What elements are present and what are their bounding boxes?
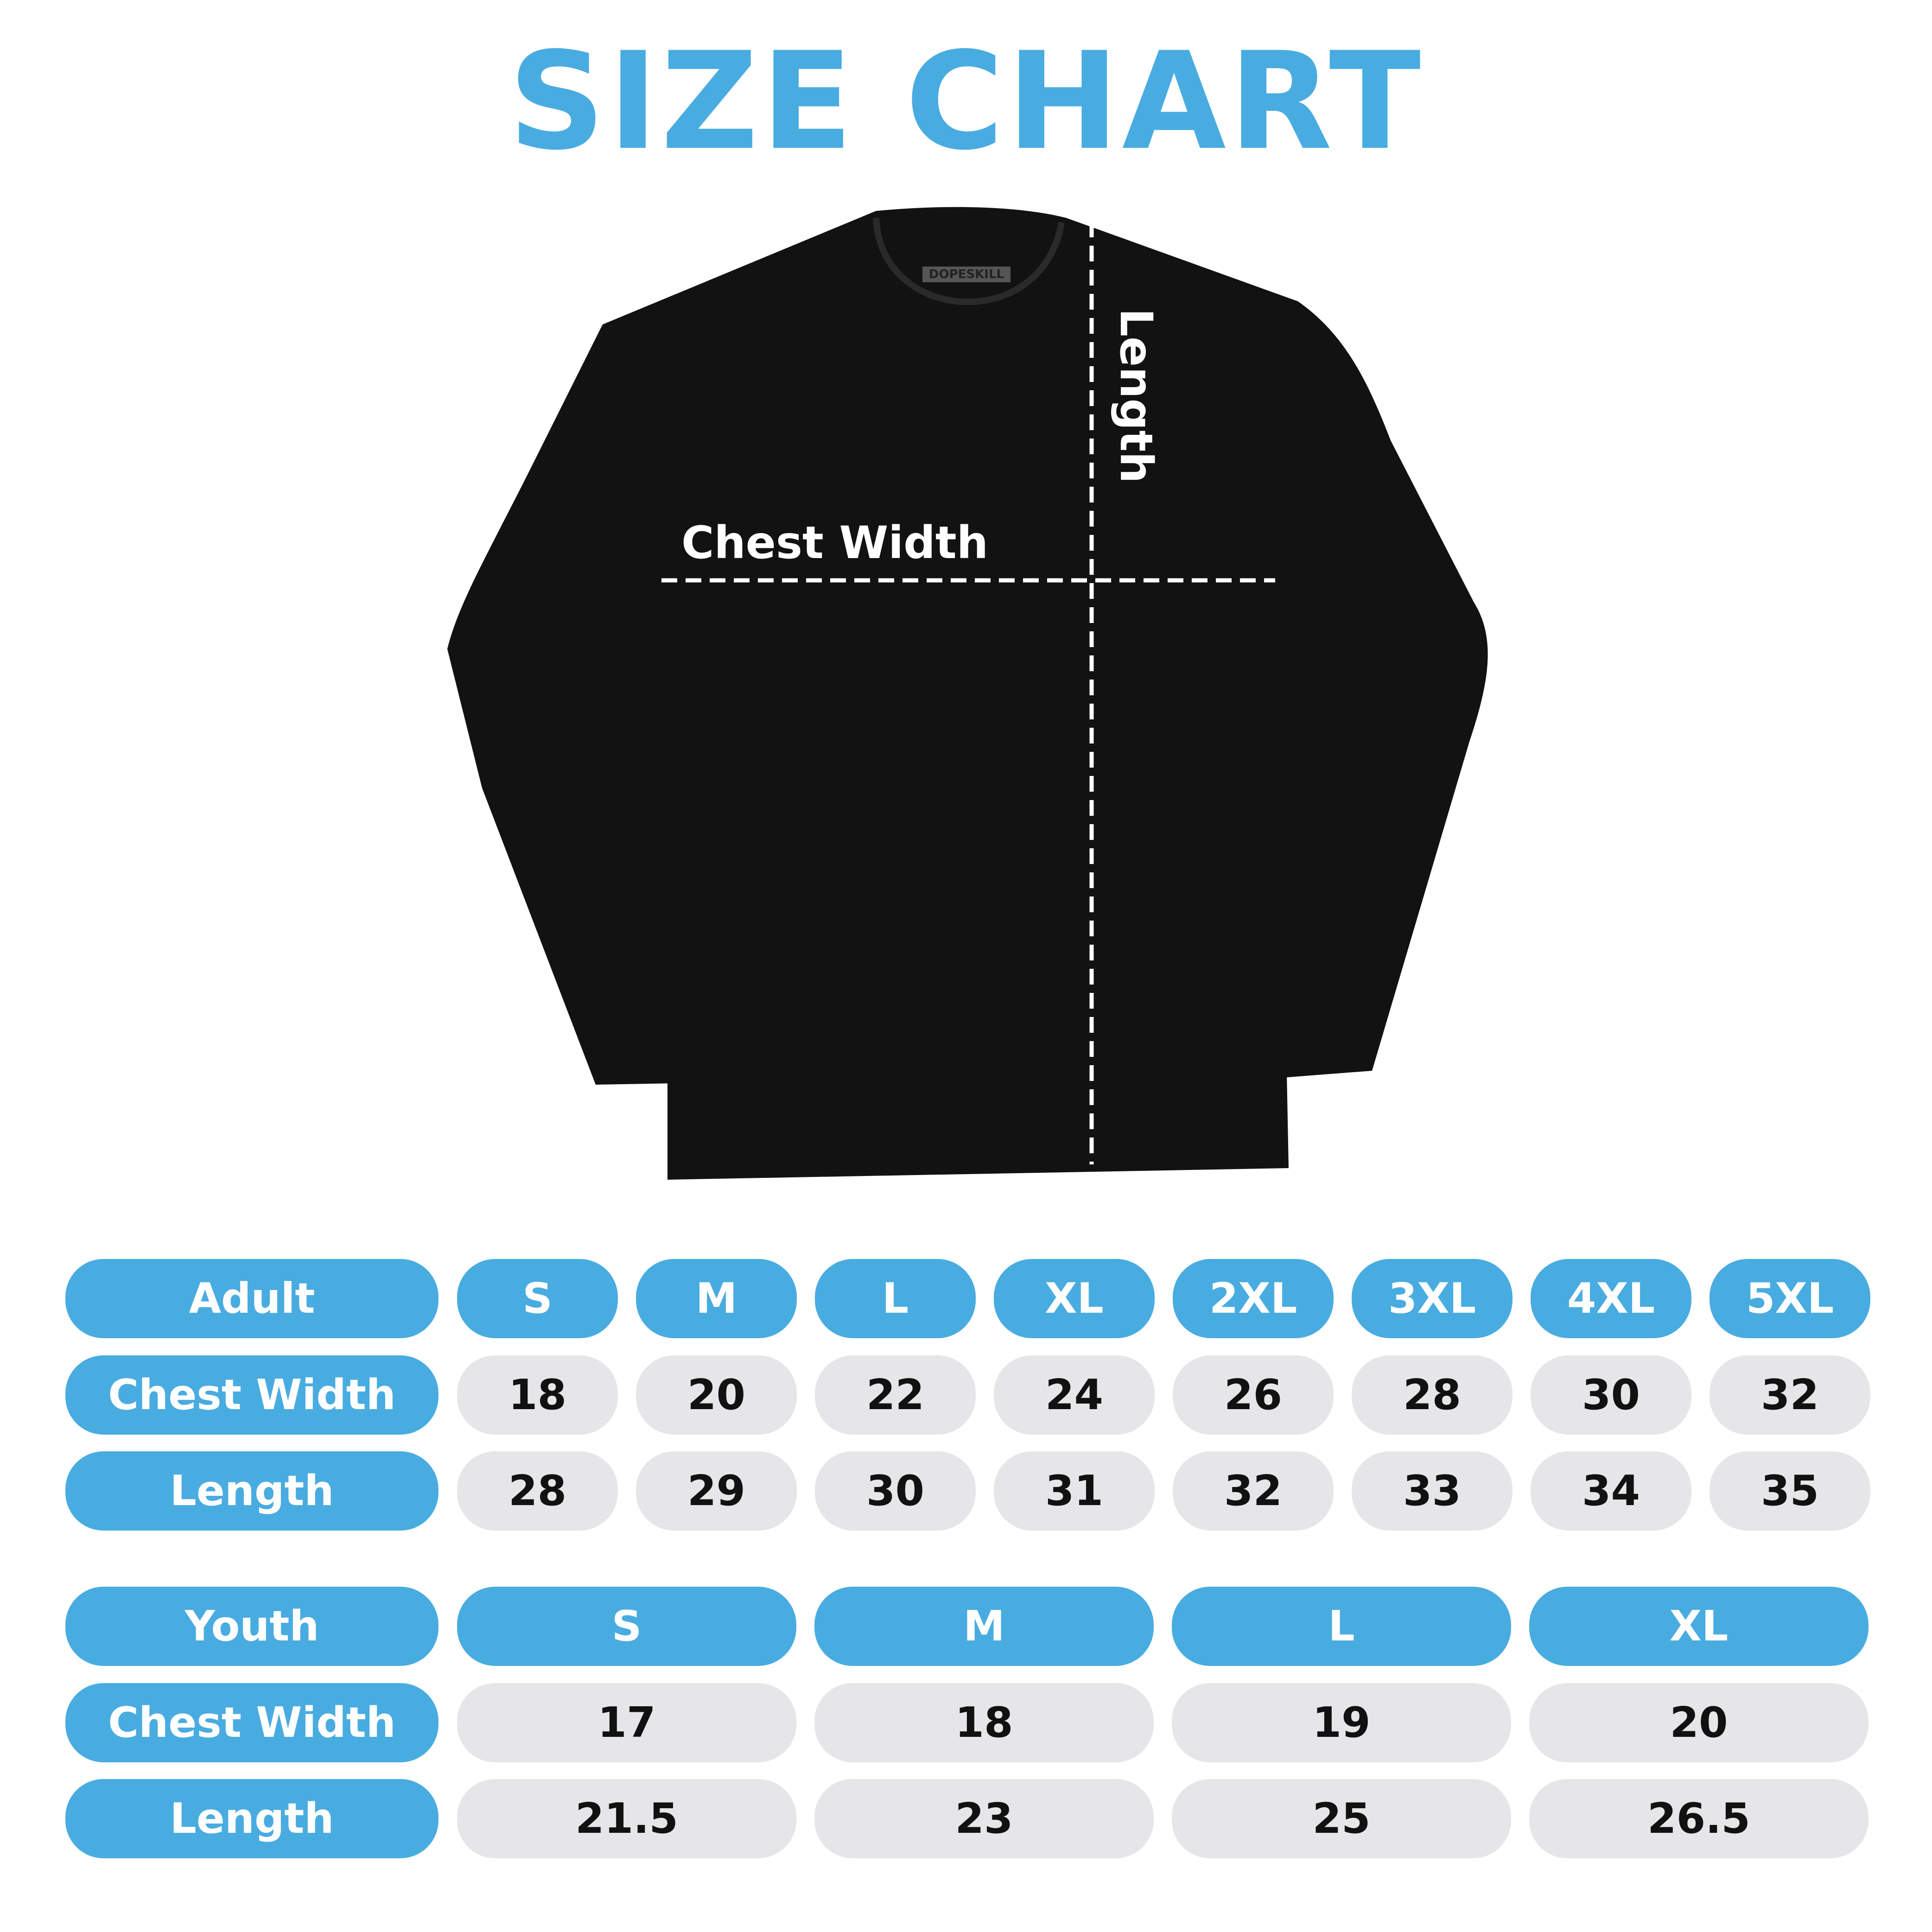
value-cell: 28: [1352, 1355, 1513, 1435]
shirt-shape: [447, 207, 1488, 1180]
size-header: L: [1172, 1587, 1511, 1666]
youth-chest-row: Chest Width 17 18 19 20: [65, 1683, 1887, 1762]
value-cell: 28: [457, 1451, 618, 1531]
chest-width-label: Chest Width: [681, 517, 989, 569]
value-cell: 34: [1531, 1451, 1691, 1531]
row-label: Chest Width: [65, 1355, 439, 1435]
size-header: S: [457, 1587, 796, 1666]
value-cell: 32: [1710, 1355, 1870, 1435]
value-cell: 26.5: [1529, 1779, 1868, 1858]
value-cell: 35: [1710, 1451, 1870, 1531]
size-header: S: [457, 1259, 618, 1338]
value-cell: 32: [1173, 1451, 1334, 1531]
youth-length-row: Length 21.5 23 25 26.5: [65, 1779, 1887, 1858]
long-sleeve-shirt-image: [447, 207, 1488, 1180]
adult-chest-row: Chest Width 18 20 22 24 26 28 30 32: [65, 1355, 1888, 1435]
length-label: Length: [1110, 308, 1162, 483]
value-cell: 22: [815, 1355, 976, 1435]
youth-header-row: Youth S M L XL: [65, 1587, 1887, 1666]
size-header: 4XL: [1531, 1259, 1691, 1338]
value-cell: 31: [994, 1451, 1155, 1531]
adult-header: Adult: [65, 1259, 439, 1338]
size-header: XL: [994, 1259, 1155, 1338]
value-cell: 30: [1531, 1355, 1691, 1435]
value-cell: 17: [457, 1683, 796, 1762]
size-header: XL: [1529, 1587, 1868, 1666]
value-cell: 20: [636, 1355, 797, 1435]
size-header: M: [636, 1259, 797, 1338]
size-header: L: [815, 1259, 976, 1338]
page-title: SIZE CHART: [508, 24, 1424, 180]
row-label: Length: [65, 1451, 439, 1531]
row-label: Chest Width: [65, 1683, 439, 1762]
adult-header-row: Adult S M L XL 2XL 3XL 4XL 5XL: [65, 1259, 1888, 1338]
value-cell: 26: [1173, 1355, 1334, 1435]
size-header: M: [814, 1587, 1154, 1666]
value-cell: 29: [636, 1451, 797, 1531]
value-cell: 18: [457, 1355, 618, 1435]
value-cell: 19: [1172, 1683, 1511, 1762]
adult-length-row: Length 28 29 30 31 32 33 34 35: [65, 1451, 1888, 1531]
youth-header: Youth: [65, 1587, 439, 1666]
value-cell: 30: [815, 1451, 976, 1531]
value-cell: 24: [994, 1355, 1155, 1435]
collar: [873, 217, 1065, 305]
value-cell: 33: [1352, 1451, 1513, 1531]
brand-tag: DOPESKILL: [922, 267, 1010, 282]
value-cell: 25: [1172, 1779, 1511, 1858]
value-cell: 20: [1529, 1683, 1868, 1762]
value-cell: 18: [814, 1683, 1154, 1762]
row-label: Length: [65, 1779, 439, 1858]
size-header: 5XL: [1710, 1259, 1870, 1338]
size-header: 3XL: [1352, 1259, 1513, 1338]
value-cell: 23: [814, 1779, 1154, 1858]
size-header: 2XL: [1173, 1259, 1334, 1338]
value-cell: 21.5: [457, 1779, 796, 1858]
